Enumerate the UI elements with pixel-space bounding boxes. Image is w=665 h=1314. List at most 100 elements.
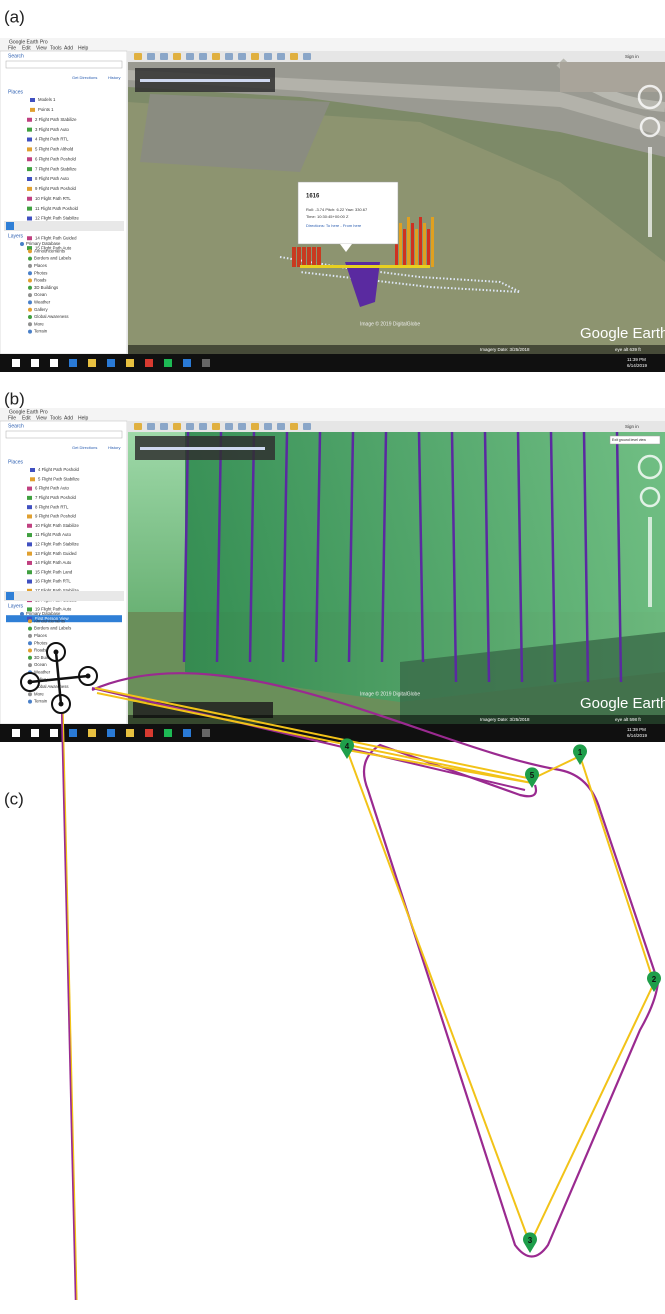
places-header: Places bbox=[8, 89, 24, 95]
purple-line bbox=[347, 431, 355, 663]
place-icon bbox=[27, 616, 32, 621]
layer-icon bbox=[28, 692, 32, 697]
menu-item: File bbox=[8, 415, 16, 421]
place-icon bbox=[27, 167, 32, 172]
place-icon bbox=[27, 186, 32, 191]
search-header: Search bbox=[8, 423, 24, 429]
layer-item: Ocean bbox=[34, 292, 47, 297]
sidebar bbox=[0, 420, 128, 725]
date: 6/14/2019 bbox=[627, 363, 648, 368]
taskbar-icon[interactable] bbox=[88, 729, 96, 737]
taskbar-icon[interactable] bbox=[88, 359, 96, 367]
taskbar-icon[interactable] bbox=[50, 729, 58, 737]
layer-icon bbox=[20, 612, 24, 616]
place-icon bbox=[30, 477, 35, 482]
place-item: 12 Flight Path Stabilize bbox=[35, 216, 80, 221]
tool-icon bbox=[303, 423, 311, 430]
flight-bar bbox=[312, 247, 316, 267]
tool-icon bbox=[238, 53, 246, 60]
flight-bar bbox=[427, 229, 430, 267]
menu-item: Help bbox=[78, 415, 89, 421]
layer-item: Primary Database bbox=[26, 611, 61, 616]
purple-line bbox=[182, 431, 190, 663]
purple-line bbox=[483, 431, 491, 683]
place-icon bbox=[27, 147, 32, 152]
taskbar-icon[interactable] bbox=[126, 729, 134, 737]
menu-item: Edit bbox=[22, 45, 31, 51]
parking bbox=[140, 94, 330, 172]
search-header: Search bbox=[8, 53, 24, 59]
taskbar-icon[interactable] bbox=[164, 359, 172, 367]
layer-item: Terrain bbox=[34, 699, 48, 704]
purple-leg bbox=[60, 705, 78, 1301]
layer-item: Roads bbox=[34, 278, 46, 283]
tool-icon bbox=[134, 53, 142, 60]
eye-alt: eye alt 598 ft bbox=[615, 717, 642, 722]
place-item: 5 Flight Path Althold bbox=[35, 147, 74, 152]
popup-title: 1616 bbox=[306, 194, 320, 200]
taskbar-icon[interactable] bbox=[126, 359, 134, 367]
taskbar-icon[interactable] bbox=[145, 729, 153, 737]
taskbar bbox=[0, 724, 665, 742]
taskbar-icon[interactable] bbox=[183, 359, 191, 367]
menu-item: File bbox=[8, 45, 16, 51]
taskbar-icon[interactable] bbox=[183, 729, 191, 737]
layer-item: Terrain bbox=[34, 329, 48, 334]
waypoint-marker bbox=[525, 767, 539, 788]
taskbar-icon[interactable] bbox=[145, 359, 153, 367]
layer-icon bbox=[28, 641, 32, 646]
taskbar-icon[interactable] bbox=[12, 359, 20, 367]
layer-icon bbox=[28, 655, 32, 660]
watermark: Google Earth bbox=[580, 325, 665, 342]
place-icon bbox=[27, 486, 32, 491]
waypoint-label: 2 bbox=[652, 975, 657, 984]
place-icon bbox=[27, 246, 32, 251]
taskbar-icon[interactable] bbox=[12, 729, 20, 737]
layer-item: 3D Buildings bbox=[34, 655, 58, 660]
place-icon bbox=[27, 588, 32, 593]
ground-button[interactable] bbox=[609, 435, 661, 445]
taskbar-icon[interactable] bbox=[31, 359, 39, 367]
place-item: 10 Flight Path RTL bbox=[35, 196, 71, 201]
ground-button-label: Exit ground level view bbox=[612, 438, 646, 442]
wall bbox=[185, 432, 665, 702]
layer-icon bbox=[28, 648, 32, 653]
taskbar-icon[interactable] bbox=[31, 729, 39, 737]
menu-item: View bbox=[36, 45, 47, 51]
place-item: 13 Flight Path Guided bbox=[35, 551, 77, 556]
directions-link: Get Directions bbox=[72, 445, 97, 450]
layer-item: Gallery bbox=[34, 307, 48, 312]
place-icon bbox=[27, 523, 32, 528]
yellow-path bbox=[94, 687, 656, 1247]
status: Imagery Date: 3/25/2018 bbox=[480, 717, 530, 722]
taskbar-icon[interactable] bbox=[164, 729, 172, 737]
taskbar-icon[interactable] bbox=[69, 359, 77, 367]
popup bbox=[297, 181, 399, 245]
place-item: First Person View bbox=[35, 616, 69, 621]
place-item: 11 Flight Path Poshold bbox=[35, 206, 79, 211]
taskbar-icon[interactable] bbox=[50, 359, 58, 367]
taskbar-icon[interactable] bbox=[69, 729, 77, 737]
taskbar-icon[interactable] bbox=[107, 729, 115, 737]
layer-icon bbox=[28, 249, 32, 254]
taskbar-icon[interactable] bbox=[107, 359, 115, 367]
purple-line bbox=[615, 431, 623, 683]
toolbar bbox=[128, 51, 665, 62]
menu-item: Add bbox=[64, 415, 73, 421]
sign-in: Sign in bbox=[625, 54, 639, 59]
tool-icon bbox=[290, 423, 298, 430]
slider-track bbox=[140, 79, 270, 82]
taskbar-icon[interactable] bbox=[202, 359, 210, 367]
waypoint-marker bbox=[647, 971, 661, 992]
layer-item: More bbox=[34, 321, 44, 326]
toolbar bbox=[128, 421, 665, 432]
place-item: 3 Flight Path Auto bbox=[35, 127, 70, 132]
flight-bar bbox=[419, 217, 422, 267]
layer-item: Weather bbox=[34, 300, 51, 305]
layer-icon bbox=[28, 329, 32, 334]
taskbar-icon[interactable] bbox=[202, 729, 210, 737]
layer-icon bbox=[28, 293, 32, 298]
tool-icon bbox=[212, 423, 220, 430]
tool-icon bbox=[251, 53, 259, 60]
directions-link: Get Directions bbox=[72, 75, 97, 80]
